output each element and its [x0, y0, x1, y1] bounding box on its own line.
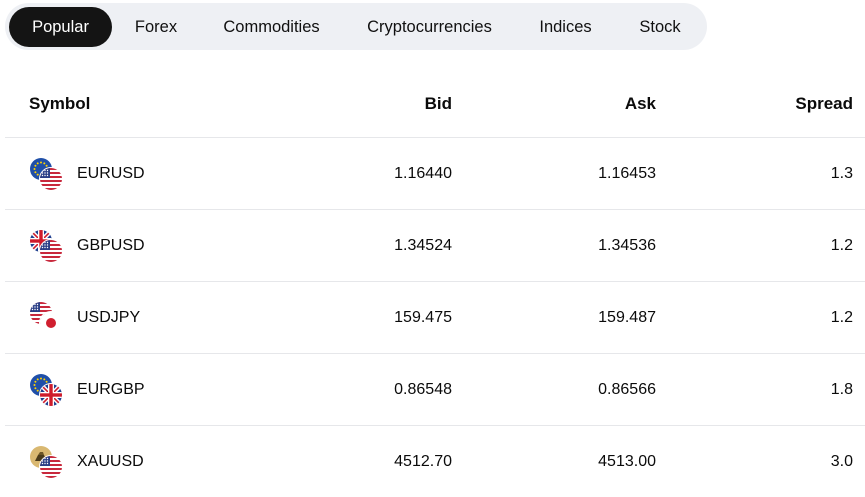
tab-commodities[interactable]: Commodities [223, 17, 320, 36]
currency-pair-icons [29, 300, 63, 335]
ask-value: 159.487 [598, 308, 656, 326]
us-flag-icon [39, 166, 63, 191]
header-symbol: Symbol [29, 93, 91, 113]
table-row[interactable]: USDJPY 159.475 159.487 1.2 [5, 282, 865, 354]
symbol-label: XAUUSD [77, 452, 144, 470]
table-row[interactable]: EURUSD 1.16440 1.16453 1.3 [5, 138, 865, 210]
symbol-label: USDJPY [77, 308, 141, 326]
spread-value: 1.8 [830, 380, 853, 398]
quotes-table: Symbol Bid Ask Spread EURUSD 1.16440 1.1… [5, 70, 865, 497]
bid-value: 1.16440 [394, 164, 452, 182]
symbol-cell: EURUSD [29, 138, 145, 209]
bid-value: 4512.70 [394, 452, 452, 470]
header-spread: Spread [795, 93, 853, 113]
table-row[interactable]: XAUUSD 4512.70 4513.00 3.0 [5, 426, 865, 497]
jp-flag-icon [39, 310, 63, 335]
bid-value: 0.86548 [394, 380, 452, 398]
bid-value: 1.34524 [394, 236, 452, 254]
tab-forex[interactable]: Forex [134, 17, 178, 36]
spread-value: 1.2 [830, 236, 853, 254]
us-flag-icon [39, 238, 63, 263]
symbol-cell: GBPUSD [29, 210, 145, 281]
ask-value: 1.34536 [598, 236, 656, 254]
symbol-label: EURUSD [77, 164, 145, 182]
table-row[interactable]: GBPUSD 1.34524 1.34536 1.2 [5, 210, 865, 282]
ask-value: 0.86566 [598, 380, 656, 398]
tab-stock[interactable]: Stock [639, 17, 681, 36]
category-tab-bar: Popular Forex Commodities Cryptocurrenci… [5, 3, 707, 50]
tab-cryptocurrencies[interactable]: Cryptocurrencies [367, 17, 492, 36]
spread-value: 1.3 [830, 164, 853, 182]
tab-indices[interactable]: Indices [539, 17, 592, 36]
currency-pair-icons [29, 156, 63, 191]
symbol-label: EURGBP [77, 380, 145, 398]
spread-value: 1.2 [830, 308, 853, 326]
symbol-label: GBPUSD [77, 236, 145, 254]
header-ask: Ask [624, 93, 656, 113]
currency-pair-icons [29, 228, 63, 263]
symbol-cell: XAUUSD [29, 426, 144, 497]
ask-value: 4513.00 [598, 452, 656, 470]
us-flag-icon [39, 454, 63, 479]
currency-pair-icons [29, 372, 63, 407]
currency-pair-icons [29, 444, 63, 479]
symbol-cell: EURGBP [29, 354, 145, 425]
table-row[interactable]: EURGBP 0.86548 0.86566 1.8 [5, 354, 865, 426]
symbol-cell: USDJPY [29, 282, 140, 353]
bid-value: 159.475 [394, 308, 452, 326]
spread-value: 3.0 [830, 452, 853, 470]
tab-popular[interactable]: Popular [9, 6, 112, 47]
ask-value: 1.16453 [598, 164, 656, 182]
header-bid: Bid [424, 93, 452, 113]
uk-flag-icon [39, 382, 63, 407]
table-header: Symbol Bid Ask Spread [5, 70, 865, 138]
